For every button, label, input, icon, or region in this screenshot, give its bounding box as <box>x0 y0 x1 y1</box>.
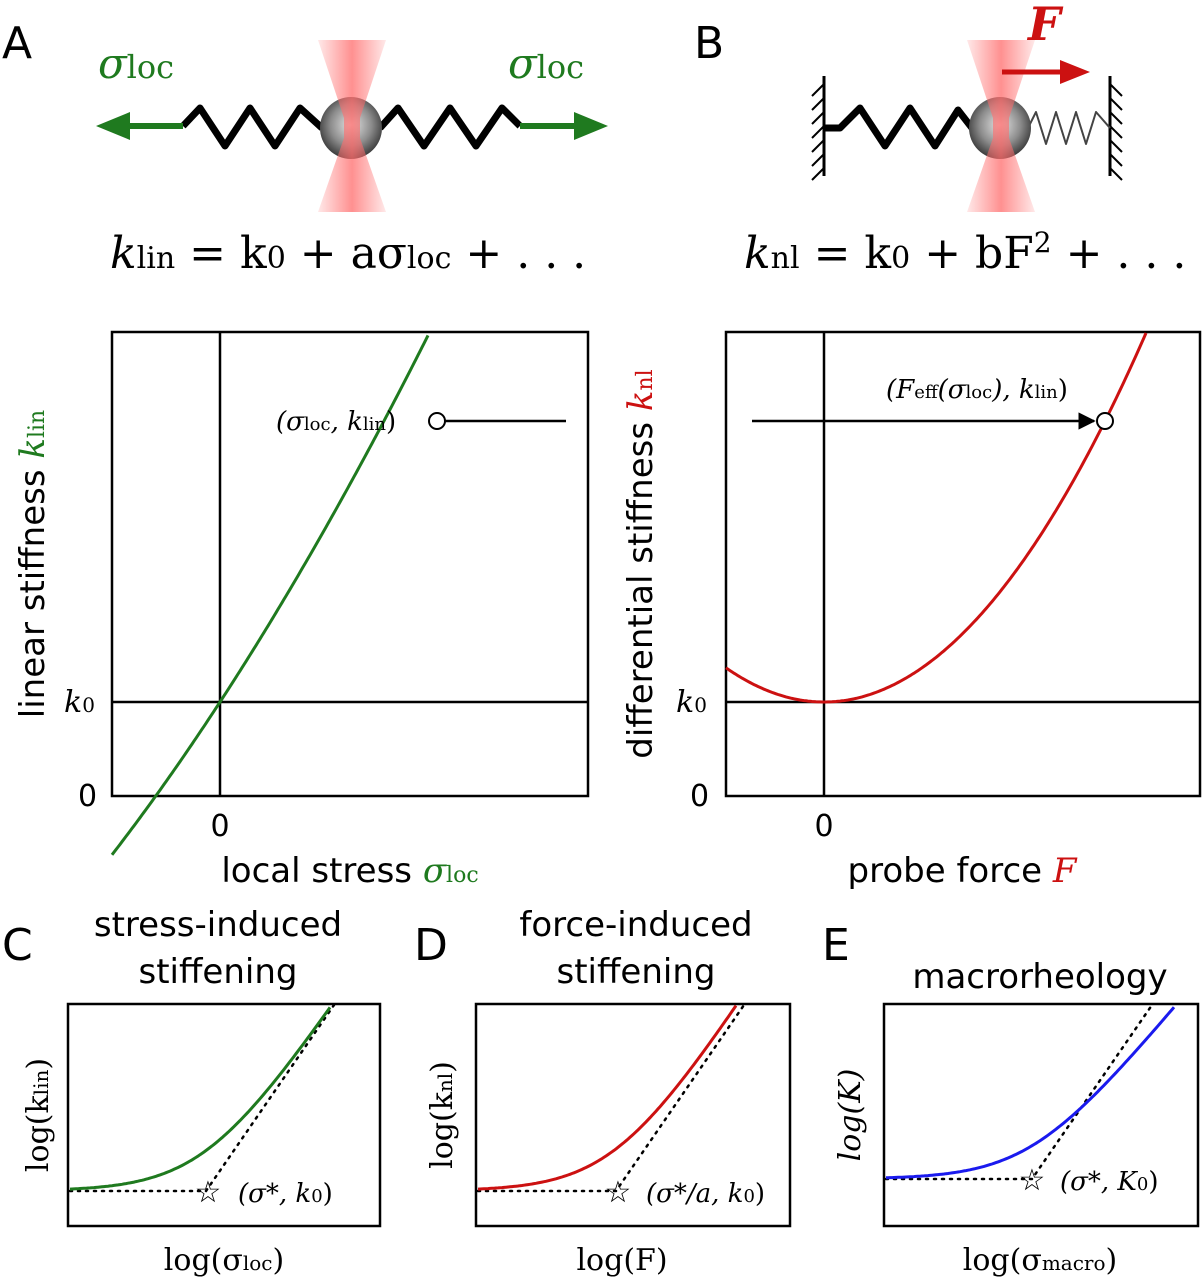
panel-d-x-axis-label: log(F) <box>576 1243 667 1278</box>
panel-b-y-axis-label: differential stiffness knl <box>621 369 661 758</box>
panel-c-title-line2: stiffening <box>139 952 298 992</box>
panel-a-curve <box>110 334 430 856</box>
panel-b-thin-spring <box>1027 111 1111 145</box>
panel-a-plot-frame <box>110 330 590 798</box>
panel-d: D force-induced stiffening ☆ (σ*/a, k0) … <box>414 905 792 1278</box>
panel-e-star-icon: ☆ <box>1019 1163 1046 1198</box>
panel-a-schematic: σloc σloc <box>96 39 608 212</box>
panel-a-annotation: (σloc, klin) <box>276 407 396 437</box>
panel-b-tick-y-zero: 0 <box>690 779 709 814</box>
panel-e-curve <box>885 1006 1176 1180</box>
panel-b-right-wall-hatch <box>1109 83 1123 181</box>
panel-c-plot-frame <box>66 1002 382 1228</box>
panel-e-asymptote <box>884 1003 1154 1181</box>
panel-a-right-spring <box>377 104 523 150</box>
panel-a-tick-y-zero: 0 <box>78 779 97 814</box>
panel-a-equation: klin = k0 + aσloc + . . . <box>110 228 586 279</box>
panel-b-thick-spring <box>824 104 975 150</box>
panel-c-x-axis-label: log(σloc) <box>164 1243 284 1278</box>
panel-e-y-axis-label: log(K) <box>833 1069 868 1162</box>
panel-d-letter: D <box>414 920 448 971</box>
panel-d-star-label: (σ*/a, k0) <box>646 1179 765 1209</box>
panel-d-plot-frame <box>474 1002 792 1228</box>
panel-a-letter: A <box>2 18 32 69</box>
panel-c-asymptote <box>68 1003 336 1193</box>
panel-a-right-sigma: σloc <box>508 39 584 88</box>
panel-c-star-label: (σ*, k0) <box>238 1179 333 1209</box>
panel-b-equation: knl = k0 + bF2 + . . . <box>744 226 1186 280</box>
panel-b-x-axis-label: probe force F <box>848 851 1078 891</box>
panel-e: E macrorheology ☆ (σ*, K0) log(K) log(σm… <box>822 920 1200 1278</box>
panel-e-x-axis-label: log(σmacro) <box>963 1243 1117 1278</box>
panel-b-force-label: F <box>1026 0 1064 51</box>
panel-b-curve <box>725 332 1148 704</box>
panel-a-tick-k0: k0 <box>64 685 95 720</box>
panel-a-left-spring <box>180 104 325 150</box>
panel-b-force-arrow-head <box>1060 60 1090 84</box>
panel-a-x-axis-label: local stress σloc <box>221 851 478 891</box>
panel-b: B F knl = k0 + bF2 + . . . <box>621 0 1202 891</box>
panel-b-tick-k0: k0 <box>676 685 707 720</box>
panel-c-y-axis-label: log(klin) <box>21 1058 56 1172</box>
panel-c-letter: C <box>2 920 33 971</box>
panel-a-marker-point <box>428 412 446 430</box>
panel-d-title-line2: stiffening <box>557 952 716 992</box>
panel-d-asymptote <box>476 1003 746 1193</box>
panel-b-laser-beam <box>967 40 1035 212</box>
panel-e-plot-frame <box>882 1002 1200 1228</box>
panel-a: A σloc σloc klin = k0 + aσloc + . . . <box>2 18 608 891</box>
panel-e-title: macrorheology <box>912 957 1167 997</box>
panel-c: C stress-induced stiffening ☆ (σ*, k0) l… <box>2 905 382 1278</box>
panel-b-annotation: (Feff(σloc), klin) <box>886 375 1068 405</box>
panel-e-star-label: (σ*, K0) <box>1060 1167 1158 1197</box>
panel-d-title-line1: force-induced <box>519 905 752 945</box>
panel-b-schematic: F <box>811 0 1123 212</box>
panel-d-star-icon: ☆ <box>605 1175 632 1210</box>
panel-e-letter: E <box>822 920 850 971</box>
panel-b-letter: B <box>694 18 724 69</box>
panel-a-left-arrow-head <box>96 112 130 140</box>
panel-b-tick-x-zero: 0 <box>814 809 833 844</box>
panel-b-left-wall-hatch <box>811 83 825 181</box>
panel-d-y-axis-label: log(knl) <box>425 1061 460 1169</box>
panel-a-y-axis-label: linear stiffness klin <box>13 410 53 718</box>
panel-a-left-sigma: σloc <box>98 39 174 88</box>
panel-b-plot-frame <box>724 330 1202 798</box>
panel-a-right-arrow-head <box>574 112 608 140</box>
panel-a-tick-x-zero: 0 <box>210 809 229 844</box>
panel-c-title-line1: stress-induced <box>94 905 342 945</box>
panel-a-laser-beam <box>318 40 386 212</box>
panel-d-curve <box>477 1004 738 1191</box>
panel-b-marker-point <box>1096 412 1114 430</box>
panel-c-star-icon: ☆ <box>195 1175 222 1210</box>
panel-c-curve <box>69 1006 332 1191</box>
